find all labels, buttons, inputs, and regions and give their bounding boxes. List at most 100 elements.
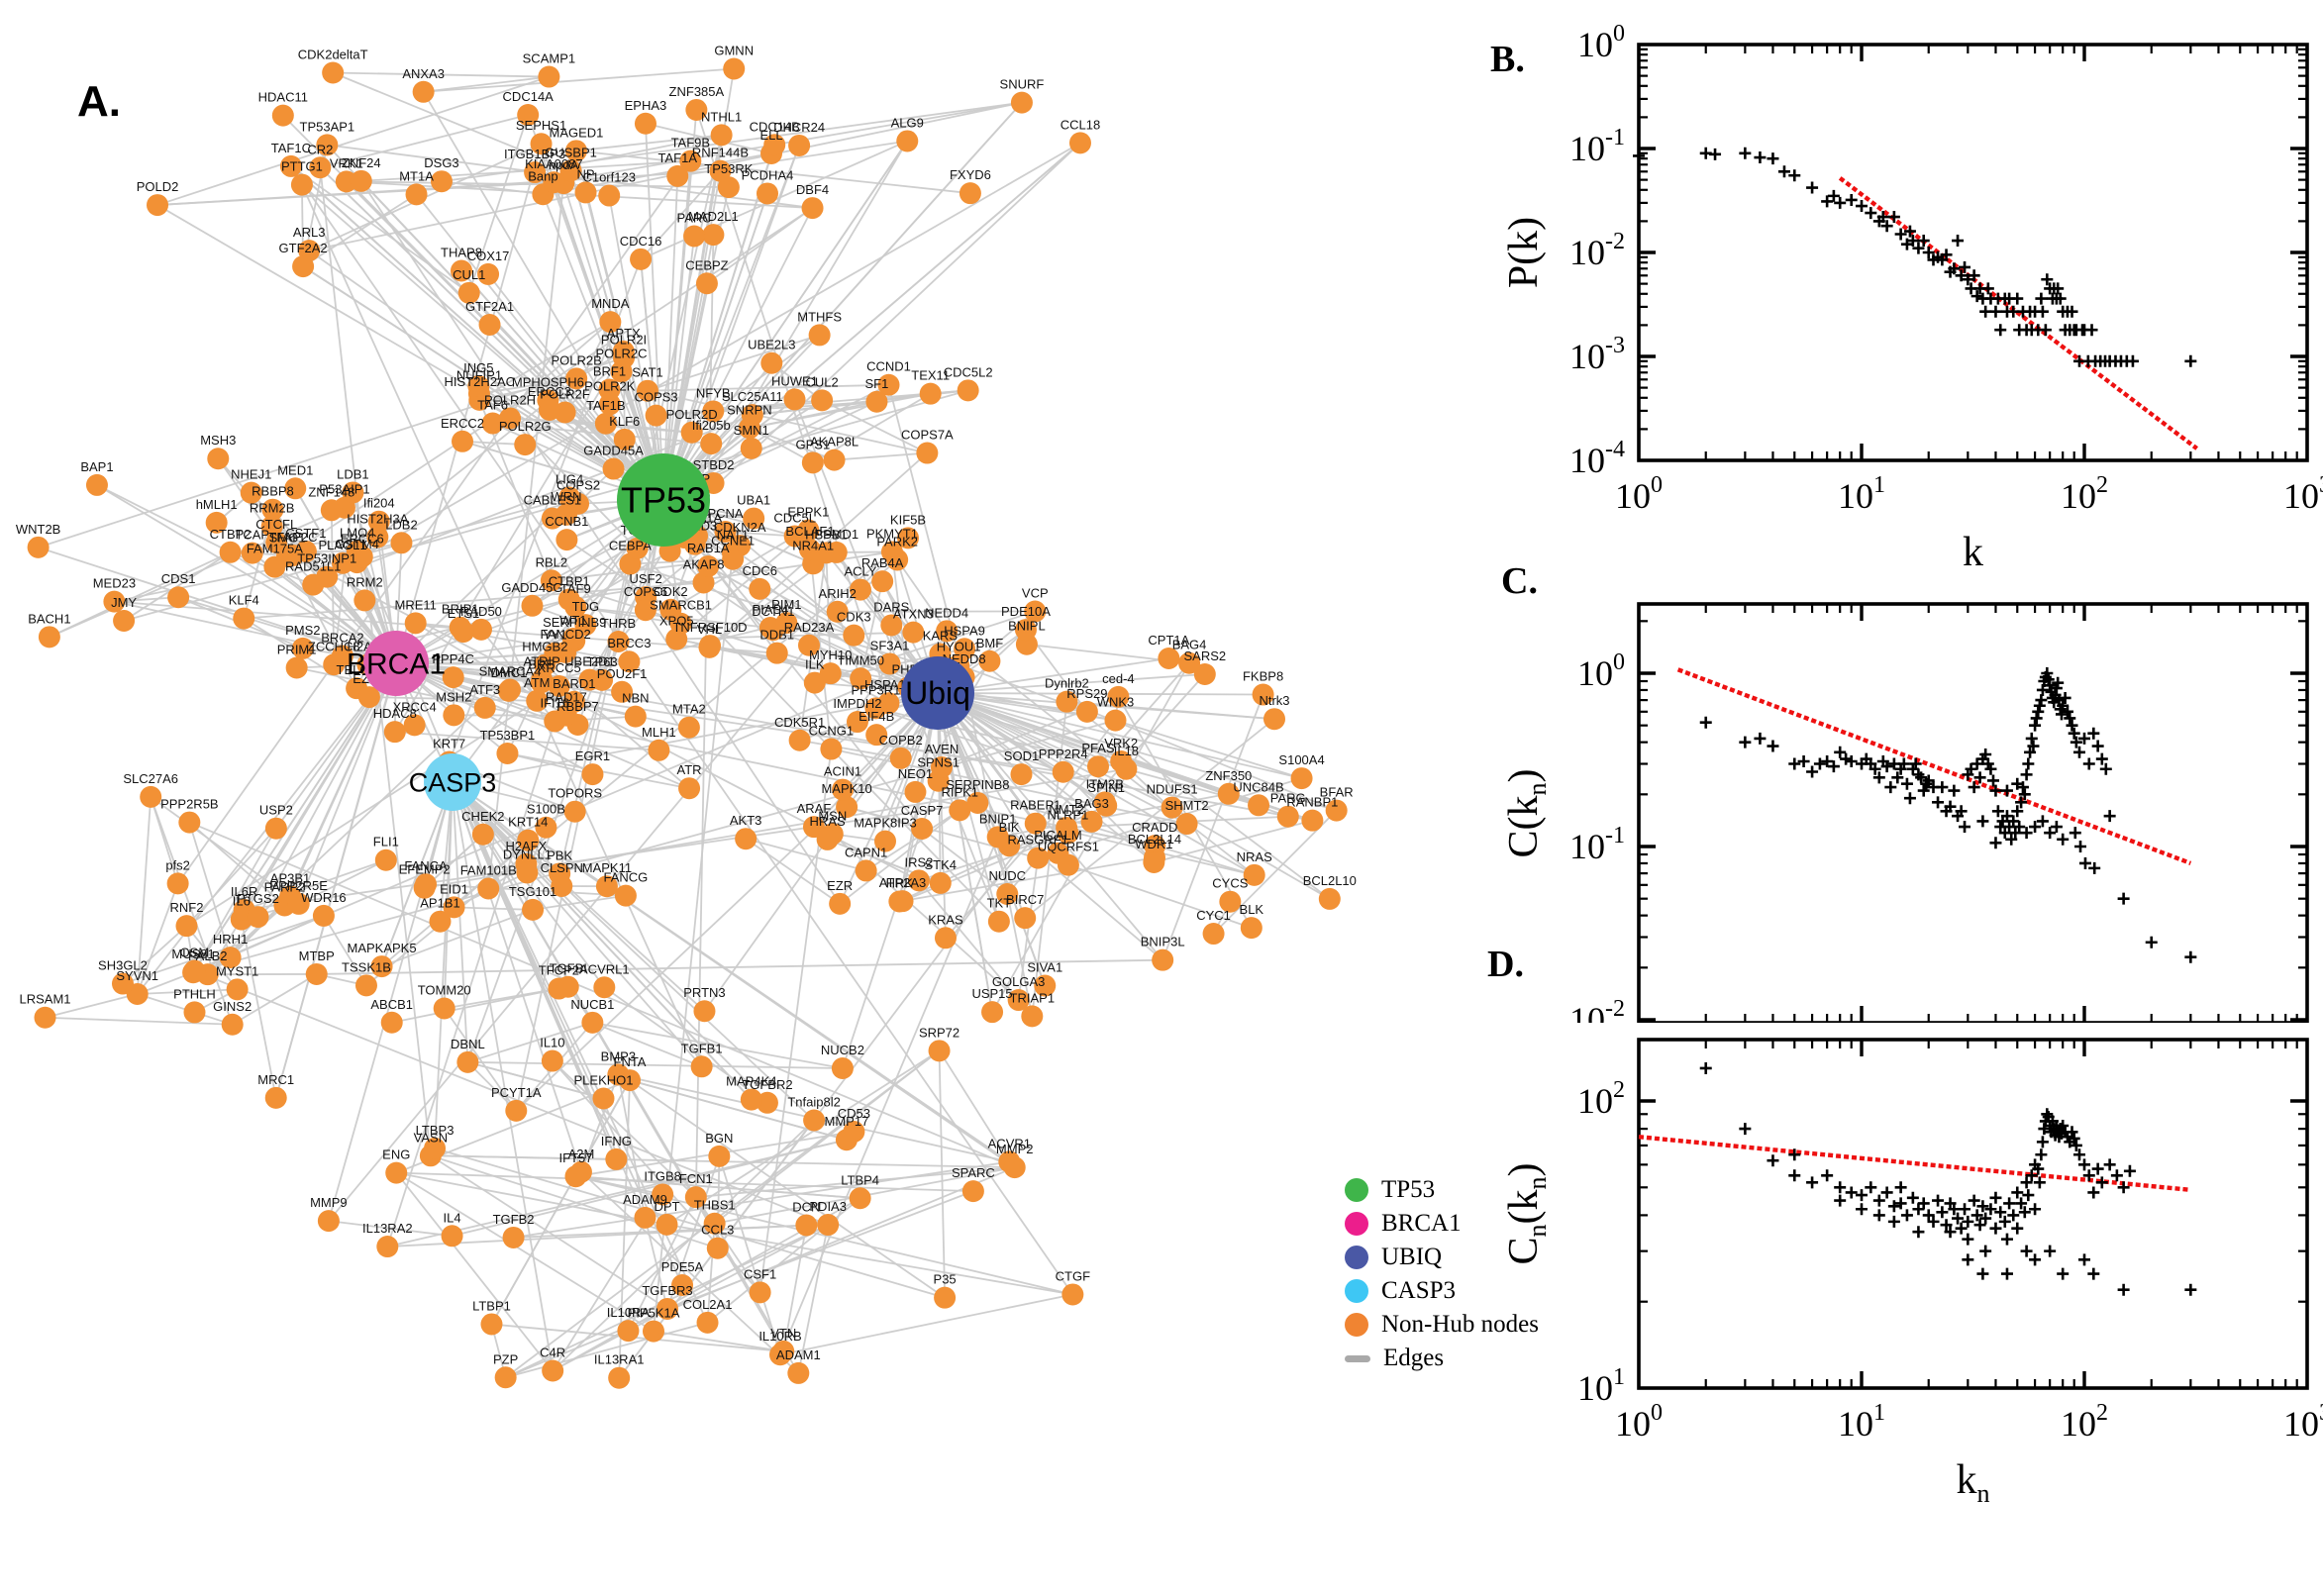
network-node-label: RRM2: [347, 574, 383, 589]
network-node-label: USF2: [630, 571, 662, 586]
network-node: [443, 896, 465, 919]
network-node: [240, 481, 262, 504]
scatter-point: [2184, 950, 2197, 963]
network-node-label: TP63: [587, 654, 618, 669]
network-node-label: MT1A: [399, 168, 434, 183]
scatter-point: [1917, 235, 1930, 248]
network-node-label: BFAR: [1320, 785, 1354, 800]
network-node: [700, 433, 723, 455]
network-edge: [186, 700, 538, 927]
network-node-label: FKBP8: [1243, 669, 1283, 684]
scatter-point: [1699, 716, 1712, 729]
network-edge: [541, 681, 1313, 822]
network-edge: [423, 75, 550, 93]
network-node-label: WDR1: [1135, 837, 1172, 851]
network-node-label: TEX11: [911, 368, 950, 383]
network-node-label: CYCS: [1212, 876, 1248, 891]
scatter-point: [2061, 705, 2073, 718]
network-node-label: PPP2R4: [1039, 747, 1088, 761]
scatter-point: [2066, 305, 2078, 318]
scatter-point: [2117, 1181, 2130, 1194]
network-node: [626, 537, 649, 559]
network-edge: [703, 839, 829, 1012]
network-edge: [669, 544, 696, 611]
network-edge: [192, 719, 1116, 974]
network-node-label: DPT: [654, 1199, 679, 1214]
network-node-label: POLR2G: [499, 419, 552, 434]
scatter-point: [1845, 755, 1858, 768]
network-edge: [513, 1160, 1010, 1239]
scatter-point: [2052, 676, 2065, 689]
network-edge: [575, 1175, 663, 1196]
network-edge: [487, 183, 565, 889]
network-node: [473, 696, 496, 719]
network-node: [959, 182, 981, 205]
network-edge: [434, 1147, 946, 1299]
network-node: [226, 978, 249, 1001]
network-node: [665, 628, 688, 650]
scatter-point: [1968, 781, 1980, 794]
network-node: [697, 554, 720, 577]
legend-item-tp53: TP53: [1345, 1173, 1602, 1207]
scatter-point: [2029, 821, 2042, 834]
network-node-label: PCNA: [707, 506, 743, 521]
ubiq-swatch-icon: [1345, 1246, 1368, 1269]
hub-node-tp53: [617, 453, 710, 547]
network-node: [541, 1049, 563, 1072]
network-edge: [1154, 819, 1313, 863]
network-node-label: CDC5L: [773, 511, 816, 526]
network-node: [677, 716, 700, 739]
network-edge: [396, 1171, 667, 1226]
network-node: [285, 656, 308, 679]
network-node-label: npdA: [549, 157, 579, 172]
network-node-label: ATM: [524, 675, 550, 690]
network-node-label: TRIAP1: [1010, 990, 1056, 1005]
network-node: [788, 729, 811, 751]
network-node-label: DBNL: [451, 1037, 485, 1051]
network-node: [798, 539, 821, 561]
network-node-label: P35: [934, 1272, 957, 1287]
network-node-label: VHL: [697, 622, 722, 637]
scatter-point: [1880, 220, 1893, 233]
scatter-point: [2117, 1283, 2130, 1296]
network-node-label: ACLY: [844, 564, 876, 579]
network-node-label: BAP1: [80, 459, 113, 474]
scatter-point: [2044, 679, 2057, 692]
network-node: [642, 1320, 664, 1343]
scatter-point: [1989, 1222, 2002, 1235]
scatter-point: [1915, 771, 1928, 784]
network-node-label: IL4: [444, 1210, 461, 1225]
network-node-label: OSM: [180, 946, 210, 960]
network-node: [843, 1121, 865, 1144]
scatter-point: [1976, 1267, 1989, 1280]
network-node-label: HUWE1: [771, 373, 818, 388]
network-node-label: KRAS: [928, 912, 963, 927]
network-node-label: PDE10A: [1001, 604, 1051, 619]
scatter-point: [1989, 305, 2002, 318]
scatter-point: [1979, 305, 1992, 318]
network-node-label: DSG3: [424, 155, 458, 170]
network-node-label: THAP8: [441, 245, 482, 259]
network-node-label: SMG1: [269, 531, 306, 546]
network-node-label: ARIH2: [819, 586, 857, 601]
network-node: [797, 519, 820, 542]
network-node-label: IL10RA: [607, 1305, 651, 1320]
network-edge: [360, 180, 841, 905]
network-node-label: ING5: [463, 360, 493, 375]
network-node: [702, 224, 725, 247]
network-edge: [714, 1049, 941, 1225]
network-node: [607, 631, 630, 653]
network-node-label: ATP2A3: [879, 875, 926, 890]
network-node: [534, 653, 556, 676]
network-node-label: TAF1A: [658, 150, 698, 165]
network-node-label: NUDC: [988, 868, 1026, 883]
scatter-point: [1709, 148, 1722, 160]
network-edge: [150, 796, 179, 884]
scatter-point: [2078, 856, 2091, 869]
brca1-swatch-icon: [1345, 1212, 1368, 1236]
network-node-label: Tnfaip8l2: [787, 1094, 840, 1109]
network-node: [564, 1165, 587, 1188]
network-node-label: PCDHA4: [742, 167, 794, 182]
network-node-label: PMS2: [285, 623, 320, 638]
network-node-label: IL6: [233, 894, 251, 909]
